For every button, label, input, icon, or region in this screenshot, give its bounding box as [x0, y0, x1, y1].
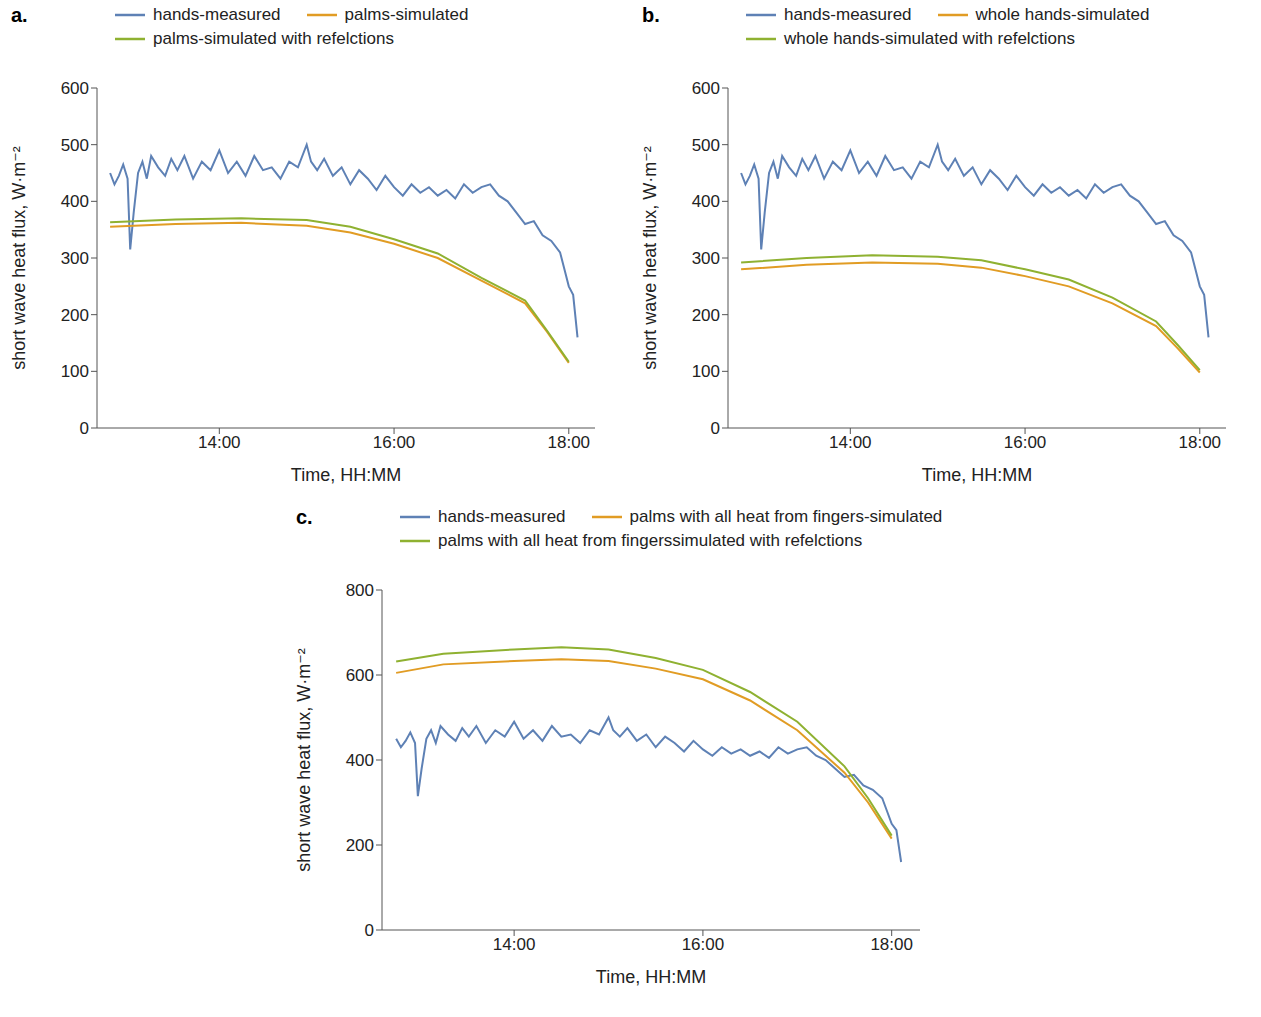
html-text:hands-measured: hands-measured — [438, 507, 566, 526]
svg-text:18:00: 18:00 — [548, 433, 591, 452]
html-text:palms-simulated with refelctio: palms-simulated with refelctions — [153, 29, 394, 48]
svg-text:400: 400 — [692, 192, 720, 211]
svg-text:600: 600 — [61, 79, 89, 98]
svg-text:300: 300 — [692, 249, 720, 268]
html-text:a.: a. — [11, 4, 28, 26]
svg-text:600: 600 — [692, 79, 720, 98]
svg-text:400: 400 — [61, 192, 89, 211]
svg-text:Time, HH:MM: Time, HH:MM — [922, 465, 1032, 485]
svg-text:short wave heat flux, W·m⁻²: short wave heat flux, W·m⁻² — [294, 648, 314, 872]
svg-text:16:00: 16:00 — [682, 935, 725, 954]
html-text:palms-simulated: palms-simulated — [344, 5, 469, 24]
svg-text:500: 500 — [692, 136, 720, 155]
svg-text:16:00: 16:00 — [373, 433, 416, 452]
svg-text:18:00: 18:00 — [1179, 433, 1222, 452]
html-text:whole hands-simulated with ref: whole hands-simulated with refelctions — [784, 29, 1075, 48]
html-text:hands-measured: hands-measured — [784, 5, 912, 24]
svg-text:14:00: 14:00 — [829, 433, 872, 452]
svg-text:200: 200 — [61, 306, 89, 325]
svg-text:18:00: 18:00 — [870, 935, 913, 954]
svg-text:short wave heat flux, W·m⁻²: short wave heat flux, W·m⁻² — [9, 146, 29, 370]
svg-text:Time, HH:MM: Time, HH:MM — [291, 465, 401, 485]
svg-text:0: 0 — [365, 921, 374, 940]
html-text:whole hands-simulated: whole hands-simulated — [975, 5, 1150, 24]
svg-text:600: 600 — [346, 666, 374, 685]
svg-text:0: 0 — [80, 419, 89, 438]
svg-text:400: 400 — [346, 751, 374, 770]
svg-text:14:00: 14:00 — [493, 935, 536, 954]
svg-text:14:00: 14:00 — [198, 433, 241, 452]
svg-text:16:00: 16:00 — [1004, 433, 1047, 452]
svg-text:200: 200 — [346, 836, 374, 855]
html-text:palms with all heat from finge: palms with all heat from fingers-simulat… — [629, 507, 943, 526]
svg-text:200: 200 — [692, 306, 720, 325]
svg-text:800: 800 — [346, 581, 374, 600]
html-text:b.: b. — [642, 4, 660, 26]
html-text:palms with all heat from finge: palms with all heat from fingerssimulate… — [438, 531, 863, 550]
svg-text:short wave heat flux, W·m⁻²: short wave heat flux, W·m⁻² — [640, 146, 660, 370]
svg-text:0: 0 — [711, 419, 720, 438]
svg-text:100: 100 — [692, 362, 720, 381]
svg-text:300: 300 — [61, 249, 89, 268]
html-text:hands-measured: hands-measured — [153, 5, 281, 24]
svg-text:Time, HH:MM: Time, HH:MM — [596, 967, 706, 987]
svg-text:100: 100 — [61, 362, 89, 381]
html-text:c.: c. — [296, 506, 313, 528]
svg-text:500: 500 — [61, 136, 89, 155]
